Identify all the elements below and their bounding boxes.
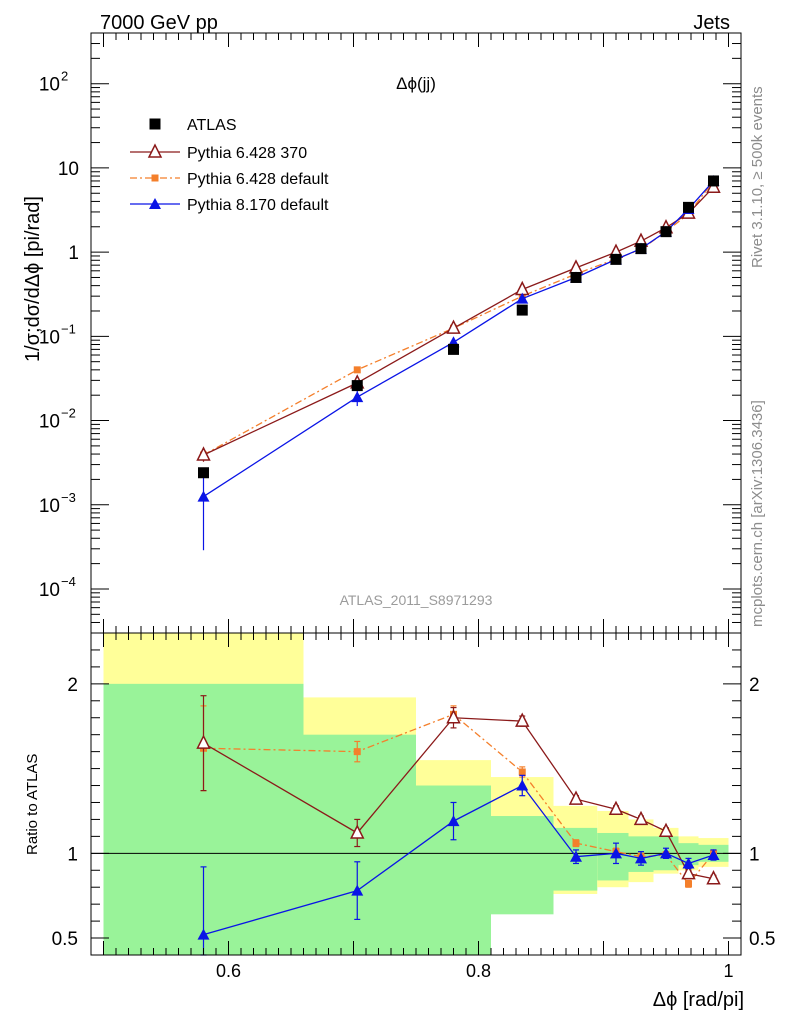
- x-axis-label: Δϕ [rad/pi]: [653, 989, 744, 1011]
- ratio-point: [515, 712, 530, 727]
- ratio-point: [353, 748, 361, 756]
- ratio-panel: 0.6 0.8 1 0.5 0.5 1 1 2 2: [52, 632, 775, 981]
- ratio-y-tick-label: 1: [67, 844, 78, 865]
- ratio-point: [660, 847, 672, 859]
- atlas-data-point: [198, 467, 209, 479]
- chart-title: Δϕ(jj): [396, 74, 436, 93]
- ratio-point: [707, 849, 720, 861]
- series-line-0: [203, 186, 714, 456]
- ratio-point: [658, 822, 674, 838]
- ratio-line-1: [203, 713, 715, 885]
- atlas-data-point: [708, 175, 719, 187]
- y-tick-label: 10: [39, 412, 60, 433]
- ratio-point: [570, 850, 582, 862]
- atlas-data-point: [660, 226, 672, 238]
- atlas-data-point: [351, 380, 363, 392]
- series-point: [516, 292, 529, 304]
- ratio-y-tick-label: 2: [67, 675, 78, 696]
- legend-marker: [149, 198, 161, 209]
- atlas-data-point: [683, 201, 694, 213]
- green-band: [678, 843, 699, 866]
- atlas-data-point: [635, 243, 647, 255]
- ratio-point: [518, 768, 526, 776]
- ratio-point: [351, 884, 364, 896]
- ratio-point: [682, 857, 695, 869]
- series-point: [446, 319, 461, 334]
- ratio-series: [196, 695, 721, 956]
- ratio-uncertainty-bands: [103, 633, 729, 955]
- series-line-2: [203, 180, 714, 498]
- y-tick-label: 10: [58, 159, 79, 180]
- header-right-label: Jets: [693, 12, 730, 34]
- ratio-panel-axes: 0.6 0.8 1 0.5 0.5 1 1 2 2: [52, 632, 775, 981]
- y-tick-label: 10: [39, 327, 60, 348]
- ratio-point: [516, 779, 529, 791]
- legend-label: Pythia 6.428 default: [187, 171, 329, 188]
- legend-marker: [147, 143, 163, 158]
- x-tick-label: 0.8: [466, 961, 491, 981]
- y-tick-label: 10: [39, 75, 60, 96]
- ratio-point: [681, 864, 696, 880]
- y-tick-exponent: −2: [61, 406, 76, 421]
- ratio-point: [350, 824, 365, 839]
- green-band: [303, 734, 416, 955]
- series-point: [196, 446, 211, 461]
- legend-atlas-marker: [149, 118, 161, 130]
- x-tick-label: 1: [723, 961, 733, 981]
- atlas-data-point: [610, 253, 622, 265]
- y-tick-exponent: −1: [61, 321, 76, 336]
- legend-label: Pythia 6.428 370: [187, 145, 307, 162]
- y-tick-label: 1: [68, 243, 79, 264]
- y-tick-exponent: 2: [61, 69, 68, 84]
- mcplots-reference-label: mcplots.cern.ch [arXiv:1306.3436]: [749, 400, 766, 627]
- ratio-point: [197, 928, 210, 940]
- legend-label: Pythia 8.170 default: [187, 197, 329, 214]
- ratio-y-tick-label: 0.5: [52, 929, 78, 950]
- main-panel-series: [196, 174, 721, 551]
- ratio-y-tick-label-right: 1: [749, 844, 760, 865]
- ratio-point: [608, 800, 624, 816]
- ratio-point: [572, 839, 580, 847]
- y-tick-label: 10: [39, 580, 60, 601]
- header-left-label: 7000 GeV pp: [100, 12, 218, 34]
- atlas-data-point: [570, 271, 582, 283]
- ratio-point: [446, 709, 461, 724]
- x-tick-label: 0.6: [216, 961, 241, 981]
- atlas-data-point: [448, 343, 459, 355]
- analysis-tag: ATLAS_2011_S8971293: [340, 592, 493, 608]
- ratio-point: [633, 810, 649, 826]
- rivet-version-label: Rivet 3.1.10, ≥ 500k events: [749, 86, 766, 268]
- ratio-y-tick-label-right: 0.5: [749, 929, 775, 950]
- series-point: [353, 366, 361, 374]
- ratio-y-axis-label: Ratio to ATLAS: [24, 754, 41, 855]
- y-tick-exponent: −3: [61, 490, 76, 505]
- ratio-point: [685, 880, 692, 888]
- ratio-point: [610, 847, 622, 859]
- ratio-point: [568, 790, 584, 805]
- ratio-point: [196, 734, 211, 749]
- series-line-1: [203, 180, 715, 456]
- series-point: [351, 391, 364, 403]
- legend: ATLAS Pythia 6.428 370 Pythia 6.428 defaul…: [130, 117, 329, 214]
- ratio-point: [635, 852, 647, 864]
- y-axis-label: 1/σ;dσ/dΔϕ [pi/rad]: [22, 196, 44, 362]
- ratio-y-tick-label-right: 2: [749, 675, 760, 696]
- ratio-line-2: [203, 784, 714, 936]
- y-tick-exponent: −4: [61, 574, 76, 589]
- legend-atlas-label: ATLAS: [187, 117, 237, 134]
- ratio-line-0: [203, 717, 714, 880]
- legend-marker: [151, 174, 159, 182]
- series-point: [197, 490, 210, 502]
- green-band: [491, 816, 554, 915]
- ratio-point: [706, 870, 721, 885]
- y-tick-label: 10: [39, 496, 60, 517]
- ratio-point: [447, 815, 460, 827]
- atlas-data-point: [516, 304, 528, 316]
